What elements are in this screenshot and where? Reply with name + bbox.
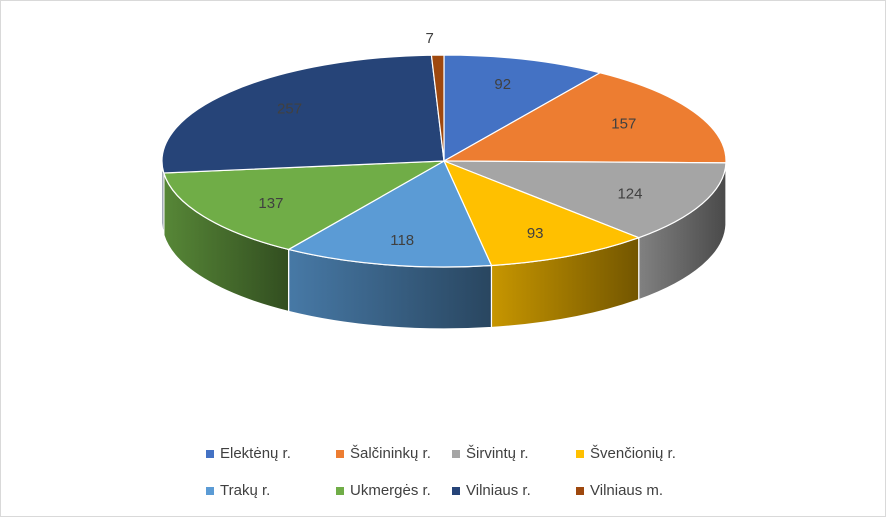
legend-label-2: Širvintų r. bbox=[466, 445, 529, 462]
data-label-7: 7 bbox=[426, 30, 434, 47]
legend-label-4: Trakų r. bbox=[220, 482, 270, 499]
legend-label-6: Vilniaus r. bbox=[466, 482, 531, 499]
legend-item-0: Elektėnų r. bbox=[206, 445, 330, 462]
data-label-5: 137 bbox=[258, 195, 283, 212]
legend-swatch-4 bbox=[206, 487, 214, 495]
legend-label-3: Švenčionių r. bbox=[590, 445, 676, 462]
legend-swatch-0 bbox=[206, 450, 214, 458]
legend-item-4: Trakų r. bbox=[206, 482, 330, 499]
legend-swatch-7 bbox=[576, 487, 584, 495]
legend-item-7: Vilniaus m. bbox=[576, 482, 706, 499]
legend-swatch-3 bbox=[576, 450, 584, 458]
pie-slice-6[interactable] bbox=[162, 55, 444, 173]
legend-item-3: Švenčionių r. bbox=[576, 445, 706, 462]
legend-label-0: Elektėnų r. bbox=[220, 445, 291, 462]
legend-swatch-2 bbox=[452, 450, 460, 458]
pie-top bbox=[162, 55, 726, 267]
legend-swatch-1 bbox=[336, 450, 344, 458]
legend-item-1: Šalčininkų r. bbox=[336, 445, 446, 462]
legend-item-5: Ukmergės r. bbox=[336, 482, 446, 499]
data-label-3: 93 bbox=[527, 225, 544, 242]
legend-label-7: Vilniaus m. bbox=[590, 482, 663, 499]
legend-swatch-5 bbox=[336, 487, 344, 495]
legend-label-5: Ukmergės r. bbox=[350, 482, 431, 499]
data-label-2: 124 bbox=[617, 185, 642, 202]
legend-swatch-6 bbox=[452, 487, 460, 495]
data-label-6: 257 bbox=[277, 101, 302, 118]
data-label-1: 157 bbox=[611, 116, 636, 133]
legend: Elektėnų r. Šalčininkų r. Širvintų r. Švenč… bbox=[206, 445, 726, 499]
data-label-0: 92 bbox=[494, 76, 511, 93]
data-label-4: 118 bbox=[390, 232, 414, 249]
legend-item-6: Vilniaus r. bbox=[452, 482, 570, 499]
legend-label-1: Šalčininkų r. bbox=[350, 445, 431, 462]
legend-item-2: Širvintų r. bbox=[452, 445, 570, 462]
